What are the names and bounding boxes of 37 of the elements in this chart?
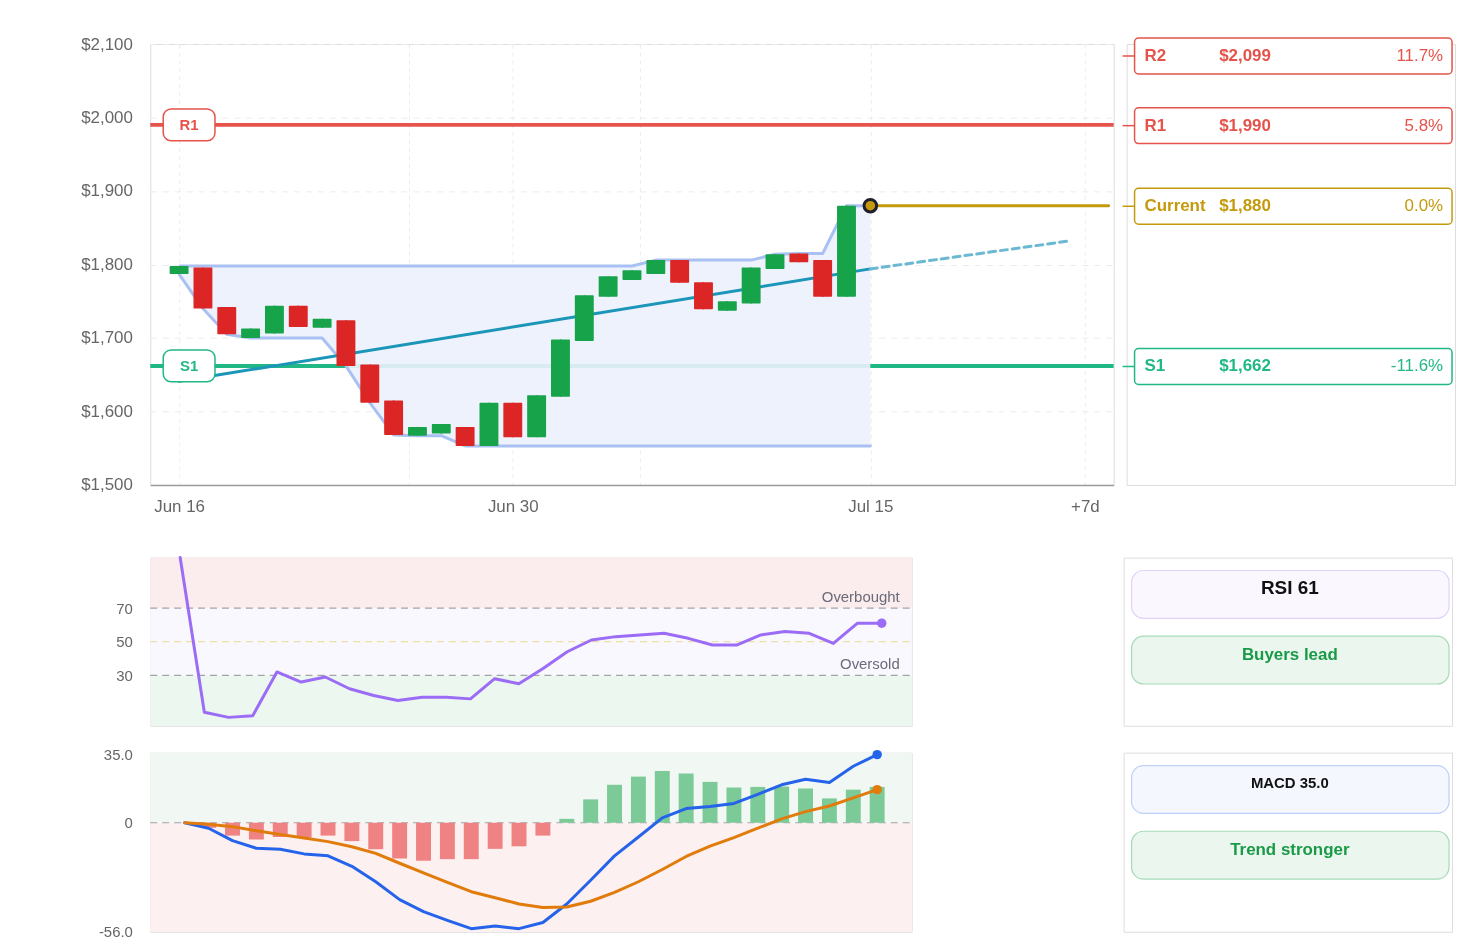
text: R2 (1144, 45, 1167, 65)
y-tick-label: 50 (116, 633, 133, 651)
text: $1,880 (1219, 196, 1271, 216)
y-tick-label: 0 (124, 814, 133, 832)
y-tick-label: $1,700 (81, 328, 133, 348)
text: Buyers lead (1241, 645, 1338, 665)
x-tick-label: Jun 30 (487, 497, 539, 517)
text: Trend stronger (1230, 840, 1350, 860)
ref-line-label: R1 (179, 115, 199, 133)
y-tick-label: $2,100 (81, 34, 133, 54)
y-tick-label: 70 (116, 599, 133, 617)
y-tick-label: $1,900 (81, 181, 133, 201)
y-tick-label: 30 (116, 666, 133, 684)
ref-line-label: S1 (179, 356, 199, 374)
y-tick-label: $1,600 (81, 401, 133, 421)
text: $2,099 (1219, 45, 1271, 65)
y-tick-label: $1,800 (81, 254, 133, 274)
text: MACD 35.0 (1250, 774, 1329, 792)
text: -11.6% (1390, 356, 1444, 376)
y-tick-label: -56.0 (98, 923, 133, 941)
ref-line-label: Oversold (840, 655, 900, 673)
text: RSI 61 (1260, 577, 1319, 599)
x-tick-label: +7d (1071, 497, 1100, 517)
text: 0.0% (1404, 196, 1444, 216)
x-tick-label: Jul 15 (848, 497, 894, 517)
text: Current (1144, 196, 1206, 216)
text: 11.7% (1396, 45, 1444, 65)
y-tick-label: 35.0 (103, 746, 133, 764)
text: R1 (1144, 115, 1167, 135)
y-tick-label: $1,500 (81, 475, 133, 495)
text: $1,662 (1219, 356, 1271, 376)
x-tick-label: Jun 16 (154, 497, 205, 517)
text: $1,990 (1219, 115, 1271, 135)
y-tick-label: $2,000 (81, 108, 133, 127)
text: S1 (1144, 356, 1166, 376)
ref-line-label: Overbought (821, 588, 901, 606)
text: 5.8% (1404, 115, 1444, 135)
